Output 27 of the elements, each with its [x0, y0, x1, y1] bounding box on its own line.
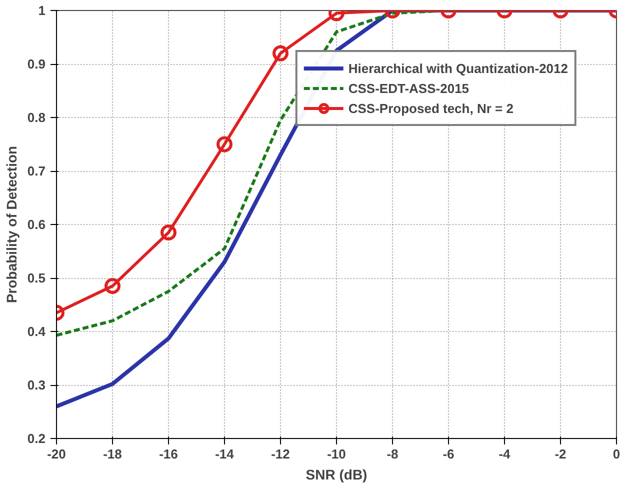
- x-tick-label: 0: [612, 446, 620, 462]
- x-tick-label: -20: [47, 446, 66, 462]
- y-tick-label: 0.3: [27, 378, 46, 392]
- y-tick-label: 0.9: [27, 56, 46, 72]
- x-tick-label: -2: [554, 446, 566, 462]
- x-tick-label: -10: [327, 446, 346, 462]
- x-tick-label: -14: [215, 446, 235, 462]
- legend-label: Hierarchical with Quantization-2012: [348, 60, 568, 76]
- x-tick-label: -18: [103, 446, 122, 462]
- y-tick-label: 0.5: [27, 270, 46, 286]
- point: [104, 278, 120, 294]
- y-tick-label: 0.8: [27, 110, 46, 125]
- point: [160, 224, 176, 241]
- x-tick-label: -4: [498, 446, 512, 462]
- y-tick-label: 0.6: [27, 217, 46, 232]
- legend-label: CSS-EDT-ASS-2015: [348, 80, 470, 96]
- x-tick-label: -6: [442, 446, 454, 462]
- legend-label: CSS-Proposed tech, Nr = 2: [348, 100, 514, 116]
- y-axis-title: Probability of Detection: [3, 146, 20, 304]
- x-axis-title: SNR (dB): [306, 466, 368, 482]
- x-tick-label: -8: [386, 446, 398, 462]
- y-tick-label: 1: [38, 3, 46, 18]
- x-tick-label: -12: [271, 446, 290, 462]
- y-tick-label: 0.4: [27, 324, 46, 339]
- y-tick-label: 0.7: [27, 164, 46, 178]
- x-tick-label: -16: [159, 446, 178, 462]
- y-tick-label: 0.2: [27, 431, 46, 446]
